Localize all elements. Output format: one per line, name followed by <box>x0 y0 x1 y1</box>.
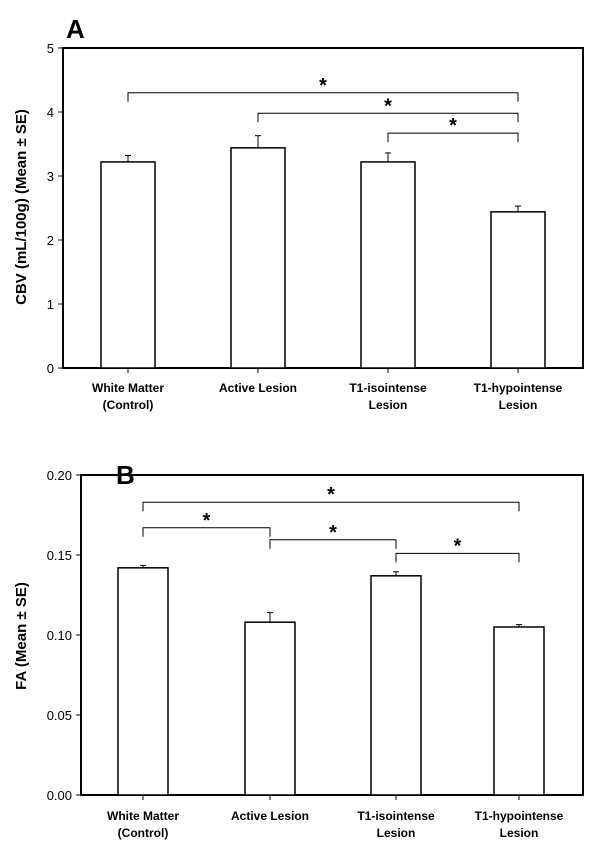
panel-a-plot-frame <box>62 47 584 369</box>
panel-a-bar <box>230 147 286 369</box>
panel-a-y-tick-label: 4 <box>47 105 54 120</box>
panel-b-significance-bracket <box>395 552 520 563</box>
panel-a-significance-star: * <box>384 95 392 117</box>
panel-a-y-tick-label: 1 <box>47 297 54 312</box>
panel-b-bar <box>117 567 169 796</box>
panel-a: A CBV (mL/100g) (Mean ± SE) 0 1 2 3 4 5 White … <box>13 14 584 412</box>
panel-a-significance-bracket <box>257 112 519 123</box>
panel-a-significance-star: * <box>319 75 327 97</box>
panel-b-y-axis-label: FA (Mean ± SE) <box>13 582 30 690</box>
panel-a-category-label: Lesion <box>499 398 538 412</box>
panel-b: B FA (Mean ± SE) 0.000.050.100.150.20Whi… <box>13 460 584 840</box>
panel-a-y-axis-label: CBV (mL/100g) (Mean ± SE) <box>13 109 30 305</box>
panel-b-y-tick-label: 0.20 <box>47 468 72 483</box>
panel-b-category-label: Lesion <box>377 826 416 840</box>
panel-a-category-label: T1-isointense <box>349 381 427 395</box>
panel-b-category-label: White Matter <box>107 809 179 823</box>
panel-a-category-label: Lesion <box>369 398 408 412</box>
panel-b-y-tick-label: 0.00 <box>47 788 72 803</box>
panel-b-category-label: Active Lesion <box>231 809 309 823</box>
panel-a-marks: 0 1 2 3 4 5 White Matter (Control) Active Lesion… <box>47 41 563 412</box>
panel-b-category-label: T1-isointense <box>357 809 435 823</box>
panel-b-significance-star: * <box>454 535 462 557</box>
panel-a-y-tick-label: 2 <box>47 233 54 248</box>
panel-b-significance-star: * <box>327 484 335 506</box>
panel-a-significance-bracket <box>127 92 519 102</box>
panel-a-category-label: Active Lesion <box>219 381 297 395</box>
panel-b-bar <box>370 575 422 796</box>
panel-b-y-tick-label: 0.05 <box>47 708 72 723</box>
panel-b-y-tick-label: 0.10 <box>47 628 72 643</box>
panel-a-letter: A <box>66 14 85 44</box>
panel-b-bar <box>244 621 296 796</box>
panel-b-significance-bracket <box>142 501 520 512</box>
panel-a-y-tick-label: 3 <box>47 169 54 184</box>
panel-b-marks: 0.00 0.05 0.10 0.15 0.20 White Matter (Control… <box>47 468 564 840</box>
panel-a-category-label: T1-hypointense <box>474 381 563 395</box>
panel-a-y-tick-label: 0 <box>47 361 54 376</box>
panel-a-category-label: White Matter <box>92 381 164 395</box>
panel-b-bar <box>493 626 545 796</box>
panel-b-y-tick-label: 0.15 <box>47 548 72 563</box>
panel-b-category-label: (Control) <box>118 826 169 840</box>
panel-a-y-tick-label: 5 <box>47 41 54 56</box>
panel-a-bar <box>490 211 546 369</box>
panel-b-category-label: T1-hypointense <box>475 809 564 823</box>
panel-a-bar <box>100 161 156 369</box>
panel-a-category-label: (Control) <box>103 398 154 412</box>
panel-b-significance-star: * <box>203 510 211 532</box>
panel-a-bar <box>360 161 416 369</box>
panel-a-significance-star: * <box>449 115 457 137</box>
panel-b-category-label: Lesion <box>500 826 539 840</box>
panel-b-significance-star: * <box>329 522 337 544</box>
panel-b-significance-bracket <box>142 527 271 537</box>
panel-b-significance-bracket <box>269 539 397 549</box>
panel-a-significance-bracket <box>387 132 519 143</box>
